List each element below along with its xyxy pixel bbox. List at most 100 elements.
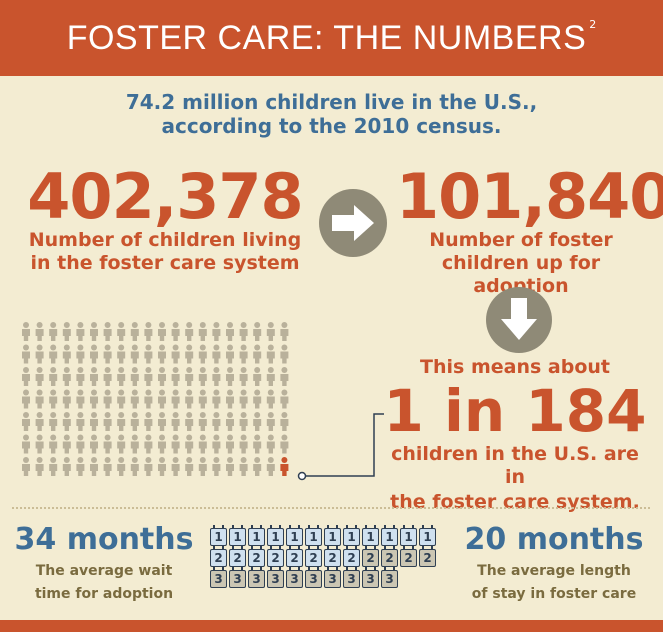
person-icon xyxy=(90,412,98,431)
calendar-icon: 3 xyxy=(210,567,227,588)
person-icon xyxy=(144,389,153,409)
person-icon xyxy=(239,457,248,476)
page-title: FOSTER CARE: THE NUMBERS xyxy=(66,18,587,57)
calendar-icon: 2 xyxy=(248,546,265,567)
person-icon xyxy=(76,322,85,341)
person-icon xyxy=(266,457,275,476)
ratio-block: This means about 1 in 184 children in th… xyxy=(380,355,650,514)
person-icon xyxy=(49,322,58,341)
person-icon xyxy=(144,434,153,454)
person-icon xyxy=(280,434,289,454)
person-icon xyxy=(117,344,126,364)
calendar-icon: 2 xyxy=(400,546,417,567)
calendar-icon: 1 xyxy=(286,525,303,546)
person-icon xyxy=(130,412,139,431)
person-icon xyxy=(226,434,234,454)
person-icon xyxy=(90,322,98,341)
calendar-icon: 3 xyxy=(343,567,360,588)
person-icon xyxy=(171,367,180,386)
calendar-icon: 1 xyxy=(248,525,265,546)
person-icon xyxy=(62,344,71,364)
person-icon xyxy=(62,322,71,341)
calendar-icon: 2 xyxy=(324,546,341,567)
person-icon xyxy=(253,457,262,476)
ratio-intro: This means about xyxy=(420,356,610,378)
person-icon xyxy=(226,389,234,409)
person-icon xyxy=(76,344,85,364)
person-icon xyxy=(62,434,71,454)
person-icon xyxy=(198,389,207,409)
person-icon xyxy=(144,412,153,431)
person-icon xyxy=(103,322,112,341)
person-icon xyxy=(212,322,221,341)
calendar-icon: 3 xyxy=(286,567,303,588)
person-icon xyxy=(103,434,112,454)
person-icon xyxy=(185,389,194,409)
person-icon xyxy=(239,344,248,364)
person-icon xyxy=(49,367,58,386)
person-icon xyxy=(76,389,85,409)
stat-for-adoption: 101,840 Number of foster children up for… xyxy=(396,165,663,298)
person-icon xyxy=(212,434,221,454)
person-icon xyxy=(130,434,139,454)
person-icon xyxy=(35,457,44,476)
person-icon xyxy=(226,322,234,341)
person-icon xyxy=(76,457,85,476)
footnote-mark: 2 xyxy=(589,17,597,31)
census-line-1: 74.2 million children live in the U.S., xyxy=(125,90,538,114)
person-icon xyxy=(76,367,85,386)
footer-bar xyxy=(0,620,663,632)
person-icon xyxy=(185,457,194,476)
calendar-icon: 1 xyxy=(381,525,398,546)
person-icon xyxy=(144,322,153,341)
person-icon xyxy=(198,457,207,476)
wait-adoption-caption-1: The average wait xyxy=(35,563,173,579)
person-icon xyxy=(198,344,207,364)
wait-adoption-value: 34 months xyxy=(14,522,194,557)
person-icon xyxy=(253,367,262,386)
calendar-icon: 3 xyxy=(267,567,284,588)
stay-foster-caption-1: The average length xyxy=(477,563,631,579)
calendar-icon: 3 xyxy=(305,567,322,588)
person-icon xyxy=(171,322,180,341)
person-icon xyxy=(144,344,153,364)
person-icon xyxy=(117,434,126,454)
person-icon xyxy=(22,389,30,409)
person-icon xyxy=(22,434,30,454)
person-icon xyxy=(22,344,30,364)
person-icon xyxy=(198,367,207,386)
calendar-icon: 1 xyxy=(267,525,284,546)
person-icon xyxy=(22,322,30,341)
calendar-icon: 2 xyxy=(229,546,246,567)
person-icon xyxy=(35,367,44,386)
calendar-icon: 3 xyxy=(229,567,246,588)
person-icon xyxy=(62,457,71,476)
person-icon xyxy=(130,322,139,341)
person-icon xyxy=(158,389,166,409)
stay-foster-caption-2: of stay in foster care xyxy=(471,586,637,602)
person-icon xyxy=(90,344,98,364)
person-icon xyxy=(266,389,275,409)
person-icon xyxy=(171,457,180,476)
calendar-icon: 1 xyxy=(210,525,227,546)
person-icon xyxy=(103,412,112,431)
person-icon xyxy=(266,322,275,341)
person-icon xyxy=(280,344,289,364)
person-icon xyxy=(253,434,262,454)
calendar-icon: 3 xyxy=(381,567,398,588)
person-icon xyxy=(158,344,166,364)
person-icon xyxy=(49,344,58,364)
person-icon xyxy=(226,412,234,431)
person-icon xyxy=(90,367,98,386)
person-icon xyxy=(35,389,44,409)
person-icon xyxy=(103,344,112,364)
calendar-icon: 2 xyxy=(419,546,436,567)
person-icon xyxy=(90,434,98,454)
person-icon xyxy=(226,367,234,386)
person-icon xyxy=(239,412,248,431)
person-icon xyxy=(49,434,58,454)
wait-adoption-caption-2: time for adoption xyxy=(34,586,174,602)
person-icon xyxy=(185,434,194,454)
calendar-icon: 3 xyxy=(248,567,265,588)
